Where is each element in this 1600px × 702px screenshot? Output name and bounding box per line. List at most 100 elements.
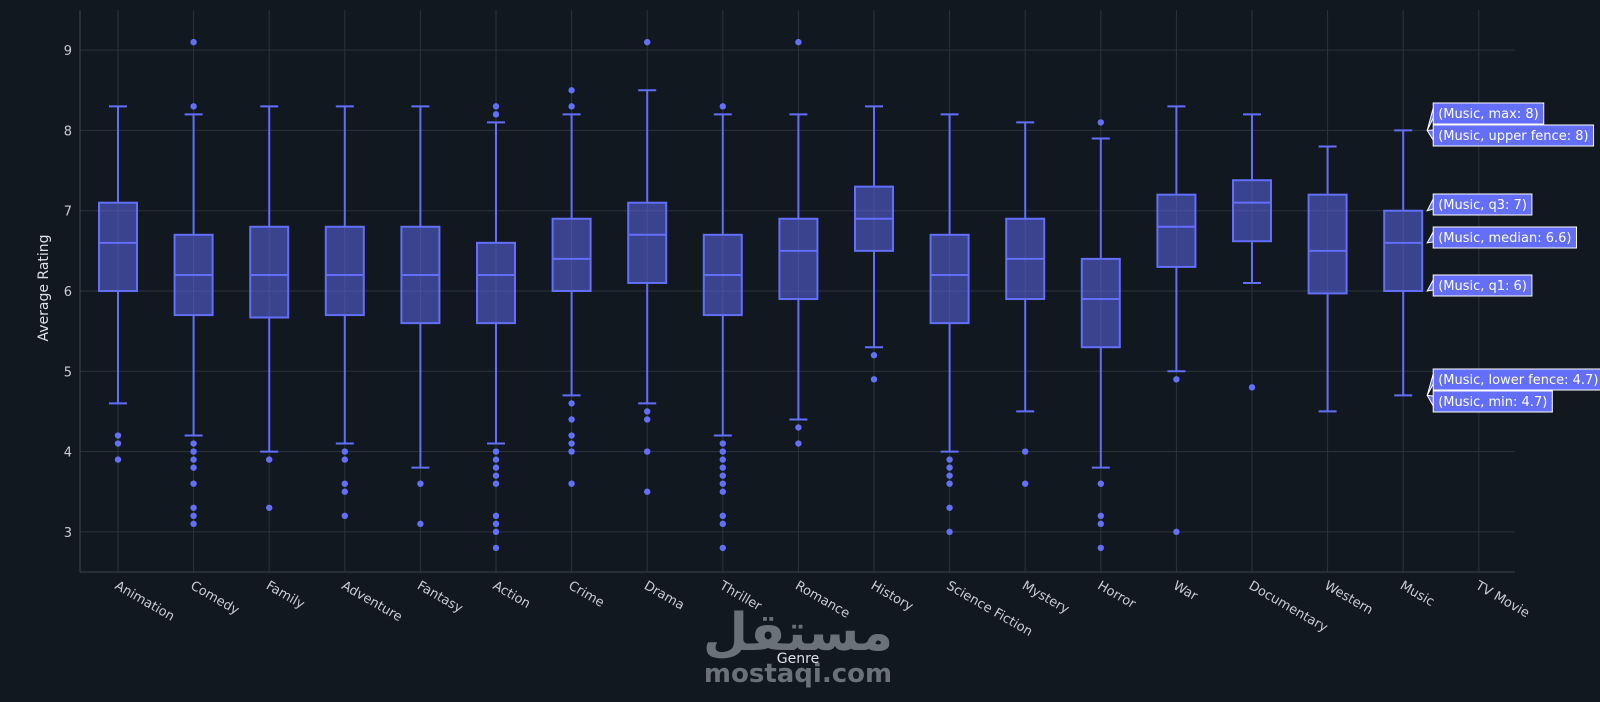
outlier-point bbox=[568, 432, 575, 439]
y-tick-label: 8 bbox=[64, 124, 72, 139]
tooltip-pointer bbox=[1426, 394, 1434, 408]
box-history[interactable] bbox=[854, 105, 894, 383]
watermark-latin: mostaqi.com bbox=[704, 659, 892, 689]
outlier-point bbox=[492, 544, 500, 552]
outlier-point bbox=[946, 528, 953, 536]
y-tick-label: 4 bbox=[64, 446, 72, 461]
outlier-point bbox=[719, 448, 726, 455]
box-drama[interactable] bbox=[627, 38, 668, 495]
outlier-point bbox=[1248, 384, 1256, 391]
outlier-point bbox=[190, 456, 197, 463]
outlier-point bbox=[719, 488, 726, 495]
tooltip-text: (Music, median: 6.6) bbox=[1438, 231, 1571, 246]
box-music[interactable] bbox=[1383, 129, 1424, 397]
box-science-fiction[interactable] bbox=[929, 113, 970, 536]
outlier-point bbox=[568, 440, 575, 447]
outlier-point bbox=[644, 488, 651, 495]
box-documentary[interactable] bbox=[1232, 113, 1272, 391]
tooltip-label: (Music, lower fence: 4.7) bbox=[1426, 368, 1600, 396]
box-animation[interactable] bbox=[98, 105, 138, 463]
iqr-box bbox=[551, 217, 592, 292]
outlier-point bbox=[341, 488, 348, 495]
tooltip-pointer bbox=[1426, 373, 1434, 396]
outlier-point bbox=[719, 440, 726, 447]
outlier-point bbox=[719, 456, 726, 463]
outlier-point bbox=[190, 480, 197, 487]
box-adventure[interactable] bbox=[324, 105, 365, 519]
box-crime[interactable] bbox=[551, 87, 592, 487]
outlier-point bbox=[946, 504, 953, 511]
box-mystery[interactable] bbox=[1005, 121, 1046, 487]
outlier-point bbox=[114, 456, 122, 463]
tooltip-pointer bbox=[1426, 198, 1434, 212]
outlier-point bbox=[266, 504, 273, 511]
hover-tooltips: (Music, max: 8) (Music, upper fence: 8) (M… bbox=[1426, 102, 1600, 413]
outlier-point bbox=[341, 512, 348, 519]
outlier-point bbox=[492, 480, 500, 487]
box-war[interactable] bbox=[1156, 105, 1197, 536]
outlier-point bbox=[719, 472, 726, 479]
tooltip-label: (Music, q3: 7) bbox=[1426, 193, 1533, 216]
outlier-point bbox=[644, 38, 651, 46]
outlier-point bbox=[795, 424, 802, 431]
outlier-point bbox=[417, 480, 424, 487]
outlier-point bbox=[492, 103, 500, 110]
watermark-logo: مستقل mostaqi.com bbox=[703, 603, 893, 689]
outlier-point bbox=[190, 448, 197, 455]
outlier-point bbox=[190, 520, 197, 528]
outlier-point bbox=[644, 408, 651, 415]
box-comedy[interactable] bbox=[173, 38, 214, 528]
outlier-point bbox=[1097, 119, 1105, 126]
iqr-box bbox=[778, 217, 819, 301]
outlier-point bbox=[1097, 512, 1105, 519]
iqr-box bbox=[627, 201, 668, 284]
tooltip-label: (Music, q1: 6) bbox=[1426, 274, 1533, 297]
outlier-point bbox=[568, 448, 575, 455]
iqr-box bbox=[929, 233, 970, 325]
outlier-point bbox=[266, 456, 273, 463]
box-romance[interactable] bbox=[778, 38, 819, 447]
box-horror[interactable] bbox=[1080, 119, 1121, 552]
tooltip-text: (Music, q3: 7) bbox=[1438, 198, 1527, 213]
outlier-point bbox=[492, 520, 500, 528]
box-western[interactable] bbox=[1307, 145, 1348, 413]
outlier-point bbox=[719, 520, 726, 528]
outlier-point bbox=[1173, 376, 1180, 383]
tooltip-label: (Music, max: 8) bbox=[1426, 102, 1545, 131]
outlier-point bbox=[1097, 480, 1105, 487]
tooltip-text: (Music, max: 8) bbox=[1438, 107, 1539, 122]
outlier-point bbox=[492, 448, 500, 455]
tooltip-label: (Music, min: 4.7) bbox=[1426, 390, 1553, 413]
box-action[interactable] bbox=[476, 103, 516, 552]
box-fantasy[interactable] bbox=[400, 105, 441, 528]
iqr-box bbox=[1383, 209, 1424, 292]
iqr-box bbox=[1307, 193, 1348, 295]
box-family[interactable] bbox=[249, 105, 290, 511]
outlier-point bbox=[492, 472, 500, 479]
box-series[interactable] bbox=[98, 38, 1424, 552]
tooltip-label: (Music, median: 6.6) bbox=[1426, 226, 1578, 249]
outlier-point bbox=[870, 376, 878, 383]
outlier-point bbox=[1097, 544, 1105, 552]
box-thriller[interactable] bbox=[702, 103, 743, 552]
tooltip-pointer bbox=[1426, 107, 1434, 131]
y-tick-label: 5 bbox=[64, 365, 72, 380]
iqr-box bbox=[249, 225, 290, 319]
outlier-point bbox=[1021, 448, 1029, 455]
outlier-point bbox=[946, 464, 953, 471]
outlier-point bbox=[644, 416, 651, 423]
outlier-point bbox=[719, 544, 726, 552]
iqr-box bbox=[98, 201, 138, 292]
tooltip-text: (Music, upper fence: 8) bbox=[1438, 129, 1588, 144]
outlier-point bbox=[795, 38, 802, 46]
tooltip-pointer bbox=[1426, 230, 1434, 244]
iqr-box bbox=[1156, 193, 1197, 268]
outlier-point bbox=[190, 38, 197, 46]
outlier-point bbox=[1021, 480, 1029, 487]
outlier-point bbox=[341, 448, 348, 455]
outlier-point bbox=[492, 456, 500, 463]
outlier-point bbox=[568, 87, 575, 94]
outlier-point bbox=[492, 512, 500, 519]
y-tick-labels: 3 4 5 6 7 8 9 bbox=[64, 44, 72, 541]
